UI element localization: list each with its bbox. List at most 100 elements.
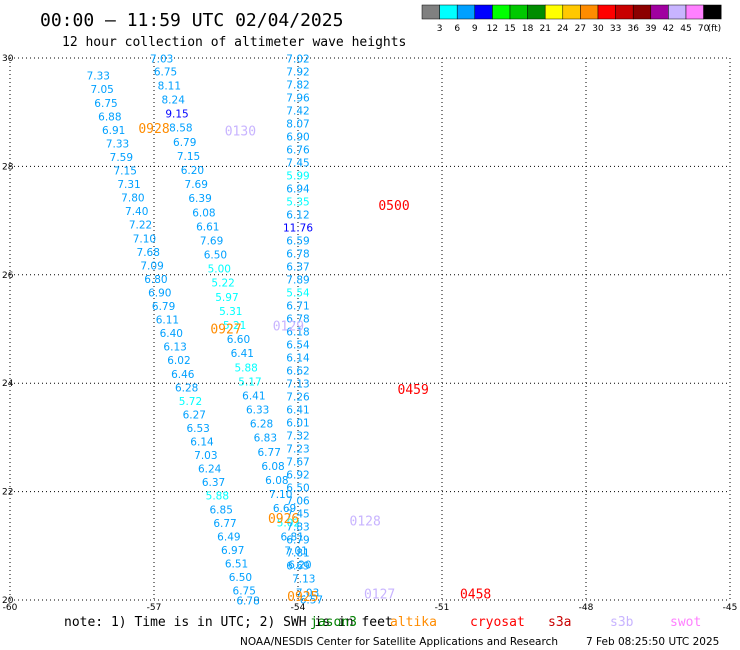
wave-value: 7.05 [90, 84, 113, 96]
satellite-name: s3a [548, 615, 571, 630]
x-tick-label: -48 [579, 603, 594, 613]
footer-credit: NOAA/NESDIS Center for Satellite Applica… [240, 636, 558, 648]
wave-value: 7.69 [185, 179, 208, 191]
wave-value: 5.21 [223, 320, 246, 332]
wave-value: 6.51 [225, 558, 248, 570]
colorbar-label: 39 [645, 24, 657, 34]
axis-ticks: -60 -57 -54 -51 -48 -45 20 22 24 26 28 30 [2, 54, 737, 613]
wave-value: 7.89 [286, 274, 309, 286]
wave-value: 7.69 [200, 235, 223, 247]
wave-value: 6.77 [213, 518, 236, 530]
wave-value: 7.10 [133, 233, 156, 245]
pass-time-label: 0927 [210, 322, 241, 337]
colorbar-label: 18 [522, 24, 534, 34]
colorbar-label: 6 [454, 24, 460, 34]
pass-time-labels: 0928 0130 0500 0927 0129 0459 0926 0128 0925 0127… [138, 122, 491, 605]
colorbar-swatch [580, 4, 599, 20]
wave-value: 6.20 [181, 165, 204, 177]
wave-value: 6.57 [300, 594, 323, 606]
wave-value: 6.78 [286, 248, 309, 260]
pass-time-label: 0500 [378, 199, 409, 214]
colorbar-label: 9 [472, 24, 478, 34]
colorbar-swatch [474, 4, 493, 20]
wave-value: 7.33 [106, 138, 129, 150]
pass-time-label: 0459 [398, 383, 429, 398]
wave-value: 6.75 [94, 98, 117, 110]
wave-value: 7.67 [286, 457, 309, 469]
wave-value: 6.71 [286, 300, 309, 312]
satellite-name: cryosat [470, 615, 525, 630]
wave-value: 6.37 [202, 477, 225, 489]
colorbar-swatch [421, 4, 440, 20]
colorbar-legend: 3 6 9 12 15 18 21 24 27 30 33 36 39 42 45 70(ft) [421, 4, 722, 34]
wave-value: 6.60 [227, 334, 250, 346]
wave-value: 6.77 [258, 447, 281, 459]
satellite-name: jason3 [310, 615, 357, 630]
wave-value: 7.92 [286, 66, 309, 78]
x-tick-label: -57 [147, 603, 162, 613]
wave-value: 6.37 [286, 261, 309, 273]
colorbar-label: 36 [627, 24, 639, 34]
plot-grid [9, 57, 731, 601]
wave-value: 6.85 [210, 504, 233, 516]
wave-value: 7.23 [286, 444, 309, 456]
wave-value: 6.69 [273, 503, 296, 515]
wave-value: 6.50 [204, 250, 227, 262]
wave-value: 8.24 [162, 95, 186, 107]
wave-value: 6.46 [171, 369, 195, 381]
wave-value: 6.12 [286, 209, 309, 221]
wave-value: 6.97 [221, 545, 244, 557]
wave-value: 6.39 [188, 193, 211, 205]
wave-value: 7.03 [194, 450, 217, 462]
colorbar-swatch [615, 4, 634, 20]
wave-value: 6.79 [152, 301, 175, 313]
wave-value: 7.59 [110, 152, 133, 164]
wave-value: 6.40 [160, 328, 183, 340]
y-tick-label: 20 [2, 596, 14, 606]
wave-value: 9.15 [165, 109, 188, 121]
wave-value: 6.92 [286, 470, 309, 482]
wave-value: 6.13 [163, 342, 186, 354]
wave-height-values: 7.337.056.756.886.917.337.597.157.317.80… [87, 53, 324, 607]
wave-value: 6.20 [288, 560, 311, 572]
wave-value: 7.80 [121, 193, 144, 205]
wave-value: 7.06 [286, 496, 310, 508]
colorbar-label: 3 [437, 24, 443, 34]
colorbar-swatch [703, 4, 722, 20]
wave-value: 6.78 [286, 313, 309, 325]
x-tick-label: -54 [291, 603, 306, 613]
colorbar-label: 70 [698, 24, 710, 34]
wave-value: 6.69 [286, 561, 309, 573]
satellite-name: s3b [610, 615, 634, 630]
wave-value: 6.49 [217, 531, 240, 543]
wave-value: 6.79 [173, 137, 196, 149]
wave-value: 7.10 [269, 489, 292, 501]
wave-value: 8.11 [158, 80, 181, 92]
wave-value: 6.02 [167, 355, 190, 367]
wave-value: 5.35 [286, 196, 309, 208]
wave-value: 6.08 [265, 475, 288, 487]
wave-value: 7.26 [286, 392, 310, 404]
colorbar-label: 45 [680, 24, 691, 34]
wave-value: 7.96 [286, 92, 310, 104]
wave-value: 6.14 [190, 437, 214, 449]
wave-value: 7.68 [137, 247, 160, 259]
wave-value: 6.14 [286, 353, 310, 365]
wave-value: 6.50 [286, 483, 309, 495]
colorbar-swatch [597, 4, 616, 20]
wave-value: 6.62 [286, 366, 309, 378]
colorbar-swatch [492, 4, 511, 20]
colorbar-label: 33 [610, 24, 621, 34]
wave-value: 6.90 [286, 131, 309, 143]
wave-value: 6.41 [242, 390, 265, 402]
wave-value: 5.97 [215, 292, 238, 304]
footer-timestamp: 7 Feb 08:25:50 UTC 2025 [586, 636, 719, 648]
wave-value: 6.75 [233, 586, 256, 598]
chart-subtitle: 12 hour collection of altimeter wave hei… [62, 35, 406, 50]
wave-value: 6.76 [286, 144, 310, 156]
y-tick-label: 28 [2, 162, 14, 172]
colorbar-swatch [439, 4, 458, 20]
wave-value: 6.41 [286, 405, 309, 417]
colorbar-label: 24 [557, 24, 569, 34]
wave-value: 5.88 [206, 491, 229, 503]
